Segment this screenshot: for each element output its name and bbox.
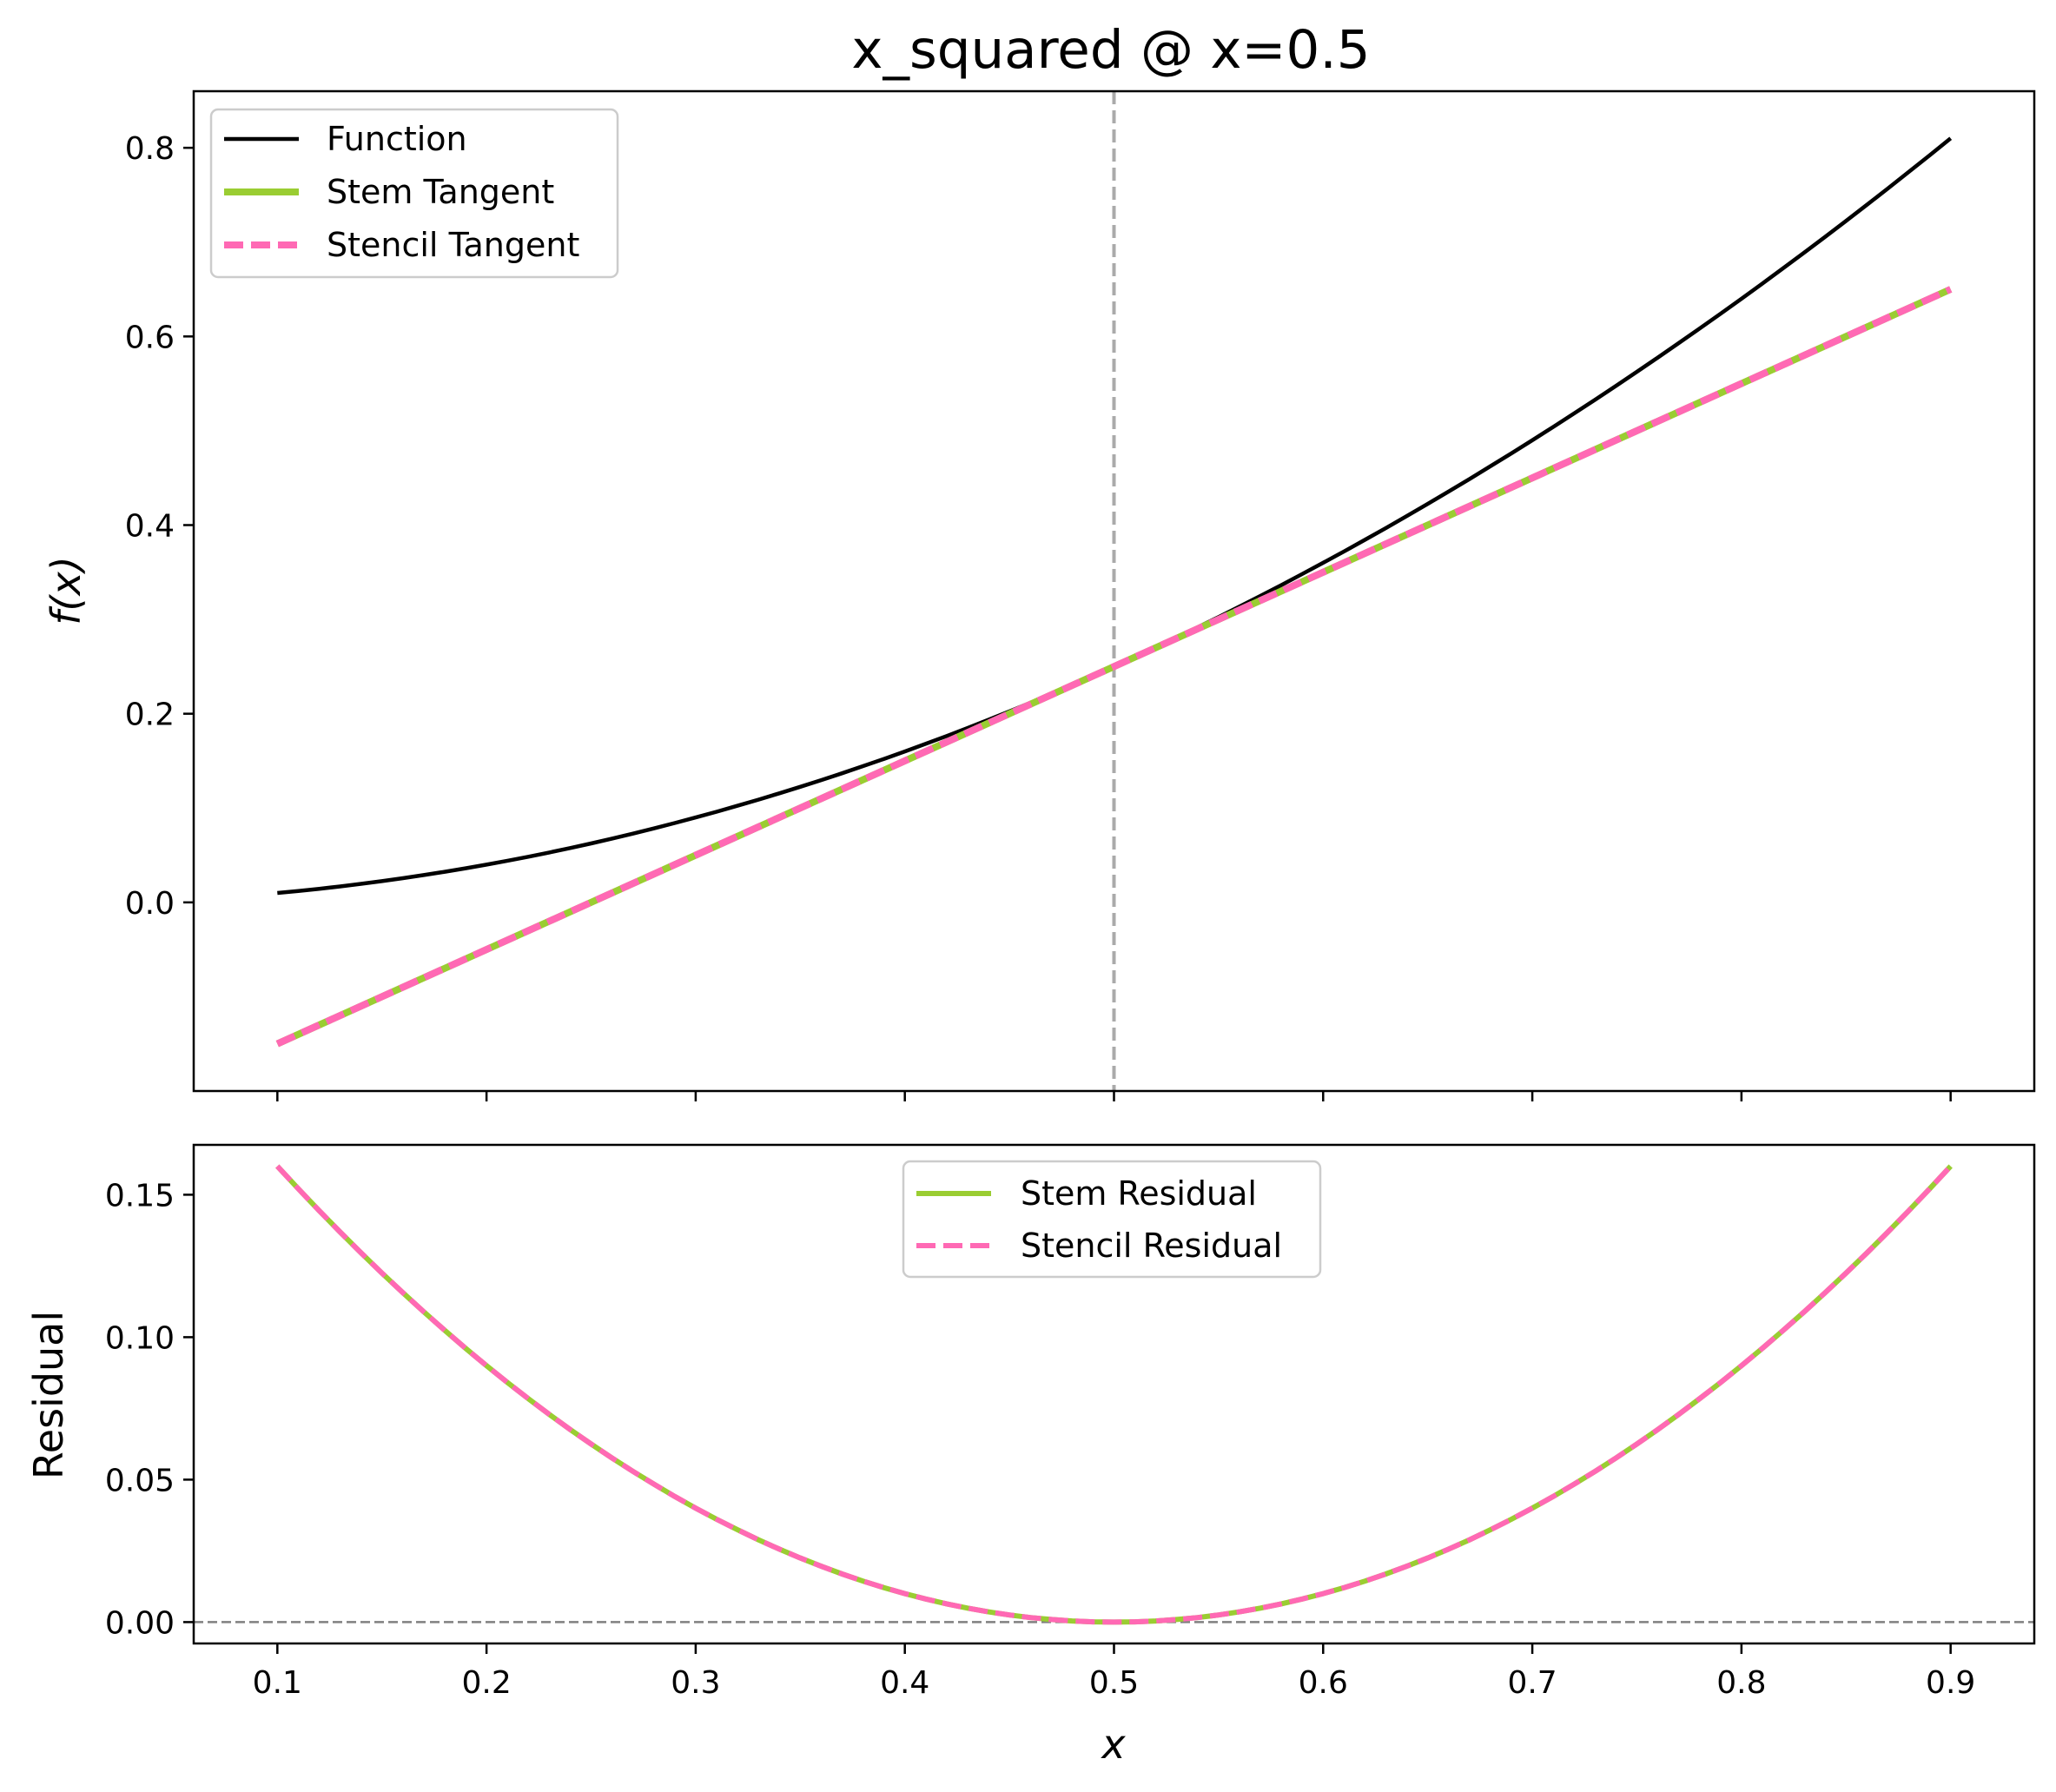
- x-axis-label: x: [1100, 1721, 1126, 1768]
- bottom-ticks: 0.1 0.2 0.3 0.4 0.5 0.6 0.7 0.8 0.9 0.00 0.05 0.10 0…: [105, 1178, 1975, 1701]
- bottom-series: [275, 1164, 1953, 1625]
- x-tick-label: 0.3: [671, 1665, 720, 1701]
- x-tick-label: 0.1: [253, 1665, 302, 1701]
- legend-label-stem-tangent: Stem Tangent: [327, 173, 554, 211]
- x-tick-label: 0.8: [1716, 1665, 1766, 1701]
- bottom-y-tick-label: 0.05: [105, 1463, 175, 1498]
- top-y-tick-label: 0.4: [125, 508, 175, 544]
- y-axis-label-top: f(x): [43, 556, 89, 625]
- x-tick-label: 0.2: [461, 1665, 511, 1701]
- legend-label-stencil-residual: Stencil Residual: [1021, 1227, 1282, 1265]
- bottom-legend: Stem Residual Stencil Residual: [902, 1160, 1322, 1279]
- top-y-tick-label: 0.8: [125, 131, 175, 167]
- top-legend: Function Stem Tangent Stencil Tangent: [209, 108, 619, 279]
- x-tick-label: 0.4: [880, 1665, 929, 1701]
- top-legend-box: [209, 108, 619, 279]
- top-y-tick-label: 0.0: [125, 886, 175, 922]
- bottom-y-tick-label: 0.10: [105, 1320, 175, 1356]
- series-stencil-tangent: [275, 286, 1953, 1048]
- series-stencil-residual: [275, 1164, 1953, 1625]
- legend-label-stem-residual: Stem Residual: [1021, 1174, 1257, 1213]
- chart-title: x_squared @ x=0.5: [851, 19, 1370, 81]
- y-axis-label-bottom: Residual: [25, 1311, 72, 1479]
- top-series: [275, 136, 1953, 1048]
- legend-label-function: Function: [327, 120, 467, 158]
- bottom-axes-frame: [192, 1143, 2036, 1645]
- bottom-y-tick-label: 0.00: [105, 1605, 175, 1641]
- x-tick-label: 0.9: [1926, 1665, 1975, 1701]
- top-ticks: 0.0 0.2 0.4 0.6 0.8: [125, 131, 1952, 1101]
- top-y-tick-label: 0.2: [125, 698, 175, 733]
- x-tick-label: 0.7: [1507, 1665, 1557, 1701]
- function-panel: x_squared @ x=0.5 f(x) 0.0 0.2 0.4 0.6 0.8 F…: [43, 19, 2036, 1101]
- x-tick-label: 0.6: [1299, 1665, 1348, 1701]
- top-axes-frame: [192, 89, 2036, 1093]
- legend-label-stencil-tangent: Stencil Tangent: [327, 226, 579, 264]
- top-y-tick-label: 0.6: [125, 320, 175, 355]
- bottom-y-tick-label: 0.15: [105, 1178, 175, 1213]
- bottom-legend-box: [902, 1160, 1322, 1279]
- x-tick-label: 0.5: [1089, 1665, 1139, 1701]
- residual-panel: Residual x 0.1 0.2 0.3 0.4 0.5 0.6 0.7 0.8 0.90.…: [25, 1143, 2036, 1768]
